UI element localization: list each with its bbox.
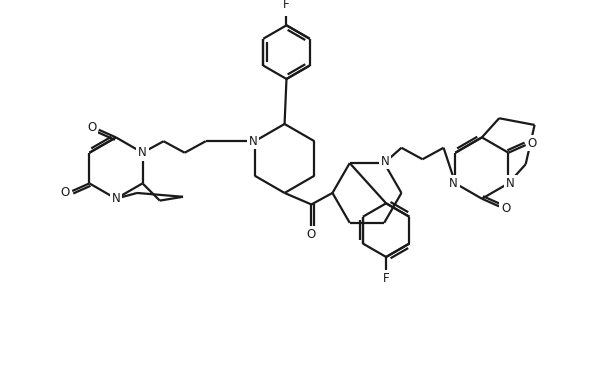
Text: O: O: [501, 202, 511, 215]
Text: O: O: [61, 187, 70, 199]
Text: N: N: [506, 177, 515, 190]
Text: N: N: [449, 177, 458, 190]
Text: F: F: [283, 0, 290, 11]
Text: F: F: [383, 272, 389, 285]
Text: N: N: [112, 192, 120, 205]
Text: O: O: [528, 137, 537, 150]
Text: N: N: [138, 146, 147, 159]
Text: O: O: [87, 121, 96, 134]
Text: N: N: [249, 135, 257, 148]
Text: N: N: [381, 155, 390, 168]
Text: O: O: [307, 228, 316, 240]
